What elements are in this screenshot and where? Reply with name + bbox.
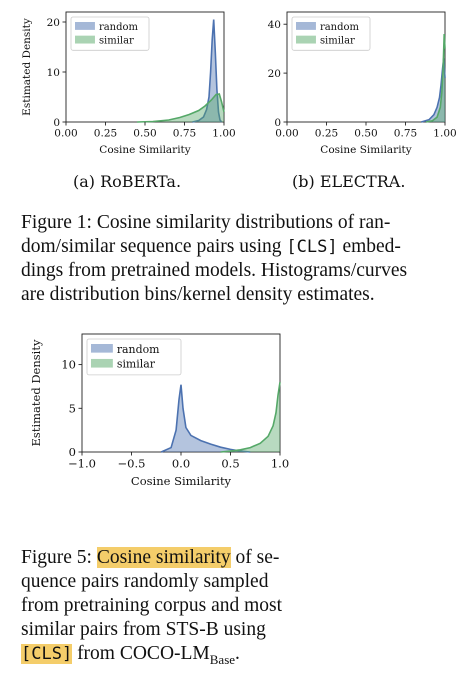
x-tick-label: 1.00 [212, 128, 235, 140]
legend-swatch-similar [91, 358, 113, 368]
x-axis-label: Cosine Similarity [131, 474, 232, 488]
legend-swatch-random [75, 22, 95, 30]
series-area-random [421, 58, 445, 122]
series-area-similar [426, 34, 445, 122]
y-tick-label: 10 [61, 358, 76, 372]
legend-label-random: random [320, 22, 360, 33]
x-tick-label: 0.50 [354, 128, 377, 140]
series-line-similar [137, 93, 225, 123]
series-line-random [192, 19, 223, 123]
x-tick-label: 0.0 [172, 457, 190, 471]
x-tick-label: 0.75 [173, 128, 196, 140]
coco-lm-density-plot: −1.0 −0.5 0.0 0.5 1.0 0 5 10 Cosine Similarity Es… [29, 333, 289, 488]
series-area-similar [220, 382, 280, 452]
figure1-caption: Figure 1: Cosine similarity distribution… [21, 211, 461, 307]
y-tick-label: 0 [53, 117, 60, 129]
legend-label-random: random [99, 22, 139, 33]
legend-label-similar: similar [117, 358, 156, 371]
highlighted-code: [CLS] [21, 644, 73, 664]
figure5-plots: −1.0 −0.5 0.0 0.5 1.0 0 5 10 Cosine Similarity Es… [29, 333, 289, 488]
x-tick-label: 1.0 [271, 457, 289, 471]
x-tick-label: 0.25 [315, 128, 338, 140]
x-tick-label: −1.0 [68, 457, 96, 471]
caption-line: dom/similar sequence pairs using [CLS] e… [21, 236, 401, 257]
legend-label-similar: similar [99, 36, 134, 47]
x-axis-label: Cosine Similarity [99, 144, 190, 156]
legend-swatch-random [296, 22, 316, 30]
roberta-density-plot: 0.00 0.25 0.50 0.75 1.00 0 10 20 Cosine Similari… [21, 11, 236, 156]
series-area-similar [137, 94, 224, 122]
subfigure-b-caption: (b) ELECTRA. [292, 172, 406, 191]
legend-label-similar: similar [320, 36, 355, 47]
x-tick-label: 0.50 [133, 128, 156, 140]
x-axis-label: Cosine Similarity [320, 144, 411, 156]
y-axis-label: Estimated Density [29, 339, 43, 446]
x-tick-label: 1.00 [433, 128, 456, 140]
y-tick-label: 20 [268, 68, 281, 80]
series-line-similar [425, 33, 446, 123]
caption-line: Figure 1: Cosine similarity distribution… [21, 212, 391, 233]
highlighted-text: Cosine similarity [96, 547, 231, 568]
x-tick-label: 0.25 [94, 128, 117, 140]
x-tick-label: 0.5 [221, 457, 239, 471]
subfigure-a-caption: (a) RoBERTa. [73, 172, 182, 191]
y-axis-label: Estimated Density [21, 18, 33, 116]
caption-line: similar pairs from STS-B using [21, 619, 266, 640]
series-line-similar [220, 381, 281, 453]
y-tick-label: 20 [47, 17, 60, 29]
caption-line: quence pairs randomly sampled [21, 571, 269, 592]
caption-line: Figure 5: Cosine similarity of se- [21, 547, 280, 568]
y-tick-label: 0 [69, 445, 76, 459]
legend-label-random: random [117, 343, 160, 356]
series-area-random [161, 384, 251, 452]
x-tick-label: −0.5 [118, 457, 146, 471]
x-tick-label: 0.00 [275, 128, 298, 140]
x-tick-label: 0.75 [394, 128, 417, 140]
y-tick-label: 10 [47, 67, 60, 79]
caption-line: are distribution bins/kernel density est… [21, 284, 375, 305]
figure5-caption: Figure 5: Cosine similarity of se- quenc… [21, 546, 321, 672]
caption-line: from pretraining corpus and most [21, 595, 283, 616]
electra-density-plot: 0.00 0.25 0.50 0.75 1.00 0 20 40 Cosine Similari… [268, 11, 457, 156]
caption-line: dings from pretrained models. Histograms… [21, 260, 408, 281]
caption-line: [CLS] from COCO-LMBase. [21, 643, 240, 667]
legend-swatch-random [91, 344, 113, 353]
legend-swatch-similar [296, 35, 316, 44]
y-tick-label: 40 [268, 19, 281, 31]
x-tick-label: 0.00 [54, 128, 77, 140]
legend-swatch-similar [75, 35, 95, 44]
y-tick-label: 5 [69, 401, 76, 415]
figure1-plots: 0.00 0.25 0.50 0.75 1.00 0 10 20 Cosine Similari… [21, 11, 457, 156]
y-tick-label: 0 [274, 117, 281, 129]
series-line-random [160, 384, 251, 453]
